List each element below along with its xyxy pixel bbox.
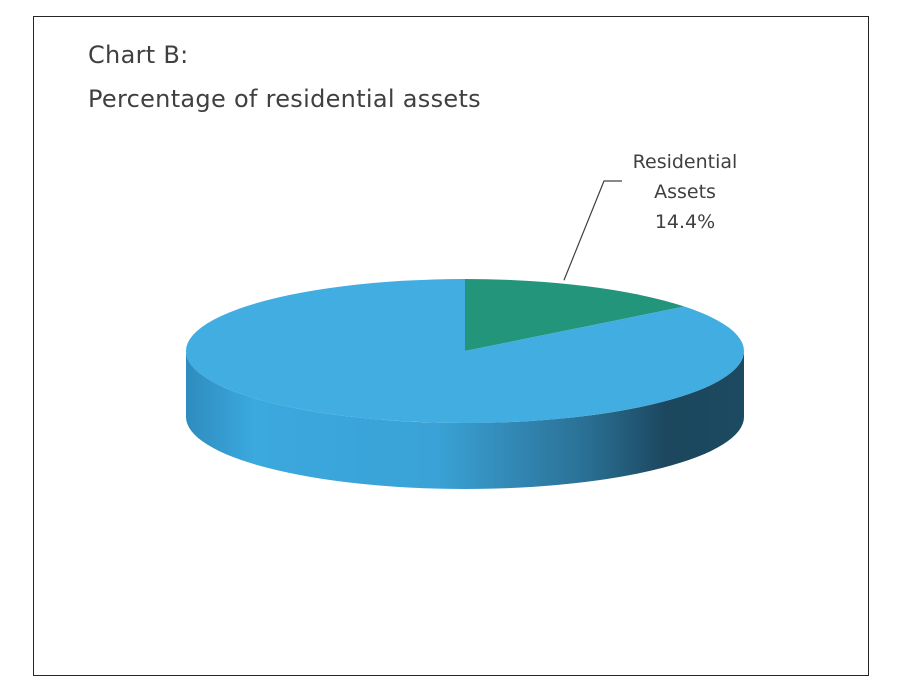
- pie-side-group: [186, 351, 744, 489]
- chart-title-line-2: Percentage of residential assets: [88, 85, 481, 113]
- data-label-line-2: Assets: [654, 181, 716, 203]
- chart-title-line-1: Chart B:: [88, 41, 189, 69]
- data-label-line-3: 14.4%: [655, 211, 715, 233]
- data-label-line-1: Residential: [633, 151, 738, 173]
- pie-top-group: [186, 279, 745, 424]
- pie-slice-residential-assets: [465, 279, 685, 351]
- pie-side-wall: [186, 351, 744, 489]
- pie-label-group: Residential Assets 14.4%: [563, 151, 738, 281]
- pie-slice-other: [186, 279, 745, 424]
- leader-line: [563, 180, 622, 281]
